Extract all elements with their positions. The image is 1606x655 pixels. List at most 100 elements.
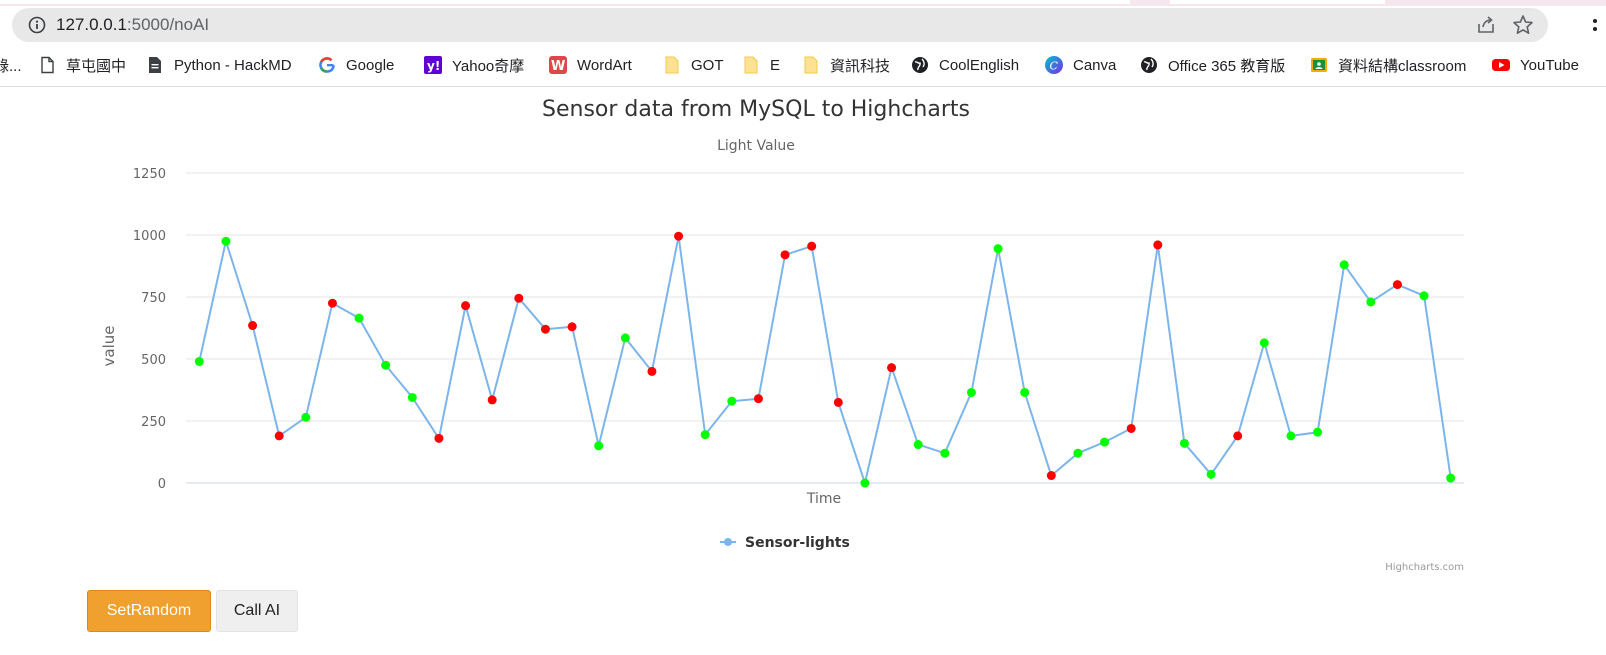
data-point [1259, 338, 1269, 348]
bookmark-item[interactable]: Python - HackMD [146, 53, 292, 77]
url-text[interactable]: 127.0.0.1:5000/noAI [56, 15, 209, 35]
data-point [913, 440, 923, 450]
tab-strip [0, 0, 1606, 6]
x-axis-title: Time [806, 491, 841, 507]
bookmark-label: Yahoo奇摩 [452, 57, 525, 75]
bookmark-item[interactable]: 資料結構classroom [1310, 53, 1466, 77]
data-point [940, 448, 950, 458]
data-point [807, 241, 817, 251]
data-point [567, 322, 577, 332]
data-point [540, 324, 550, 334]
data-point [407, 392, 417, 402]
bookmark-item[interactable]: Office 365 教育版 [1140, 53, 1285, 77]
data-point [1446, 473, 1456, 483]
data-point [461, 301, 471, 311]
data-point [1020, 387, 1030, 397]
data-point [1313, 427, 1323, 437]
data-point [1153, 240, 1163, 250]
data-point [487, 395, 497, 405]
yahoo-icon: y! [424, 56, 442, 74]
data-point [833, 397, 843, 407]
bookmark-item[interactable]: 錄... [0, 53, 22, 77]
data-point [727, 396, 737, 406]
call-ai-button[interactable]: Call AI [216, 590, 298, 632]
bookmark-item[interactable]: W WordArt [549, 53, 632, 77]
data-point [274, 431, 284, 441]
set-random-button[interactable]: SetRandom [87, 590, 211, 632]
data-point [993, 244, 1003, 254]
youtube-icon [1492, 59, 1510, 71]
folder-icon [665, 56, 679, 74]
bookmark-item[interactable]: YouTube [1492, 53, 1579, 77]
active-tab-highlight [0, 0, 1130, 4]
info-icon[interactable] [28, 16, 46, 34]
data-point [594, 441, 604, 451]
data-point [966, 387, 976, 397]
data-point [647, 366, 657, 376]
chart-svg: Sensor data from MySQL to Highcharts Ligh… [100, 97, 1464, 573]
legend-symbol-marker [724, 538, 732, 546]
folder-icon [744, 56, 758, 74]
data-point [1179, 438, 1189, 448]
data-point [301, 412, 311, 422]
data-point [1392, 280, 1402, 290]
data-point [354, 313, 364, 323]
y-tick-label: 1250 [133, 167, 166, 182]
bookmark-item[interactable]: CoolEnglish [911, 53, 1019, 77]
highcharts-container: Sensor data from MySQL to Highcharts Ligh… [82, 88, 1502, 580]
y-tick-label: 1000 [133, 229, 166, 244]
bookmark-item[interactable]: y! Yahoo奇摩 [424, 53, 524, 77]
bookmark-label: Canva [1073, 56, 1117, 74]
folder-icon [804, 56, 818, 74]
legend-item-label: Sensor-lights [745, 535, 850, 551]
bookmark-label: Google [346, 56, 395, 74]
data-point [860, 478, 870, 488]
data-point [514, 293, 524, 303]
svg-text:y!: y! [427, 59, 440, 73]
data-point [780, 250, 790, 260]
bookmark-label: GOT [691, 56, 724, 74]
document-icon [149, 57, 161, 73]
bookmark-item[interactable]: E [742, 53, 780, 77]
bookmark-label: Office 365 教育版 [1168, 57, 1286, 75]
data-point [1100, 437, 1110, 447]
y-axis-title: value [100, 326, 118, 367]
data-point [1366, 297, 1376, 307]
bookmark-label: 錄... [0, 57, 22, 75]
data-point [1126, 423, 1136, 433]
bookmark-item[interactable]: GOT [663, 53, 724, 77]
tab-highlight [1170, 0, 1385, 4]
bookmark-label: 資料結構classroom [1338, 57, 1467, 75]
share-icon[interactable] [1476, 15, 1496, 35]
canva-icon: C [1045, 56, 1063, 74]
bookmark-label: WordArt [577, 56, 632, 74]
bookmark-label: YouTube [1520, 56, 1579, 74]
data-point [1419, 291, 1429, 301]
bookmark-label: 草屯國中 [66, 57, 127, 75]
bookmark-item[interactable]: 草屯國中 [38, 53, 126, 77]
bookmark-item[interactable]: 資訊科技 [802, 53, 890, 77]
data-point [1046, 471, 1056, 481]
bookmark-item[interactable]: Google [318, 53, 394, 77]
svg-text:W: W [551, 59, 565, 74]
classroom-icon [1311, 58, 1327, 72]
star-icon[interactable] [1512, 14, 1534, 36]
page-icon [41, 56, 54, 74]
bookmark-label: E [770, 56, 781, 74]
toolbar-divider [0, 86, 1606, 87]
data-point [248, 321, 258, 331]
credits-link: Highcharts.com [1385, 562, 1464, 573]
data-point [1206, 469, 1216, 479]
google-icon [319, 57, 335, 73]
bookmark-item[interactable]: C Canva [1045, 53, 1116, 77]
series-line [198, 235, 1452, 484]
data-point [1339, 260, 1349, 270]
svg-text:C: C [1050, 60, 1059, 73]
data-point [381, 360, 391, 370]
wordart-icon: W [549, 56, 567, 74]
data-point [753, 394, 763, 404]
menu-icon[interactable] [1592, 18, 1598, 34]
data-point [1073, 448, 1083, 458]
bookmark-label: 資訊科技 [830, 57, 891, 75]
address-bar[interactable]: 127.0.0.1:5000/noAI [12, 8, 1548, 42]
